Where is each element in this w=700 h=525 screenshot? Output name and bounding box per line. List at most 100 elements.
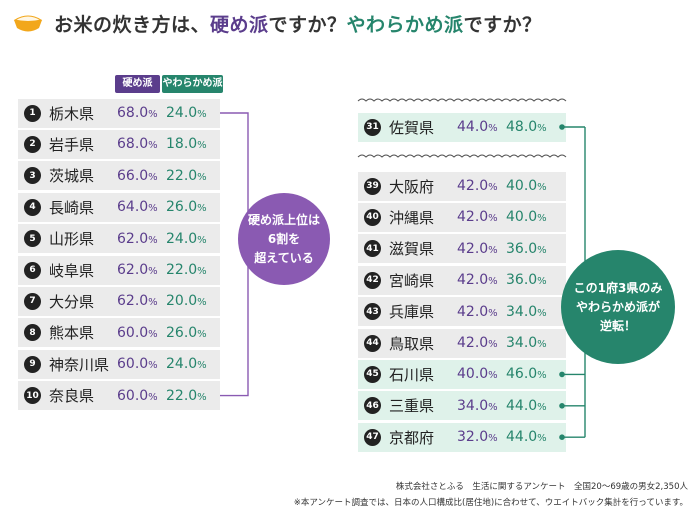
rank-badge: 45 <box>364 365 381 383</box>
table-row: 4 長崎県 64.0% 26.0% <box>18 192 220 222</box>
soft-value: 22.0% <box>166 262 215 278</box>
soft-number: 46.0 <box>506 366 538 383</box>
source-line-2: ※本アンケート調査では、日本の人口構成比(居住地)に合わせて、ウエイトバック集計… <box>293 498 688 508</box>
soft-number: 34.0 <box>506 335 538 351</box>
unit-label: % <box>488 339 498 350</box>
table-row: 3 茨城県 66.0% 22.0% <box>18 161 220 191</box>
hard-number: 40.0 <box>457 366 489 383</box>
unit-label: % <box>148 203 158 215</box>
prefecture-name: 熊本県 <box>49 324 95 343</box>
soft-value: 34.0% <box>506 304 555 320</box>
callout-soft: この1府3県のみ やわらかめ派が 逆転！ <box>561 250 675 364</box>
rank-badge: 31 <box>364 118 381 136</box>
table-row: 5 山形県 62.0% 24.0% <box>18 224 220 254</box>
rank-badge: 5 <box>24 230 41 248</box>
column-header-hard: 硬め派 <box>115 75 160 93</box>
unit-label: % <box>148 328 158 340</box>
soft-value: 24.0% <box>166 356 215 372</box>
soft-value: 40.0% <box>506 209 555 225</box>
soft-value: 36.0% <box>506 241 555 257</box>
unit-label: % <box>488 182 498 193</box>
hard-number: 42.0 <box>457 303 489 320</box>
unit-label: % <box>148 266 158 277</box>
hard-number: 66.0 <box>117 167 149 184</box>
soft-number: 22.0 <box>166 167 198 184</box>
prefecture-name: 栃木県 <box>49 104 95 123</box>
unit-label: % <box>197 360 207 372</box>
rice-bowl-icon <box>13 15 43 32</box>
wave-separator <box>357 154 567 158</box>
rank-badge: 10 <box>24 387 41 405</box>
unit-label: % <box>537 307 547 319</box>
unit-label: % <box>148 297 158 309</box>
callout-soft-line-2: やわらかめ派が <box>575 299 660 314</box>
soft-value: 44.0% <box>506 429 555 445</box>
unit-label: % <box>537 370 547 382</box>
table-row: 41 滋賀県 42.0% 36.0% <box>358 234 566 264</box>
unit-label: % <box>148 360 158 372</box>
soft-value: 22.0% <box>166 388 215 404</box>
table-row: 46 三重県 34.0% 44.0% <box>358 391 566 421</box>
hard-value: 62.0% <box>117 262 166 278</box>
prefecture-name: 京都府 <box>389 428 435 447</box>
soft-value: 20.0% <box>166 293 215 309</box>
unit-label: % <box>197 203 207 215</box>
table-row: 1 栃木県 68.0% 24.0% <box>18 98 220 128</box>
soft-number: 44.0 <box>506 397 538 414</box>
hard-value: 60.0% <box>117 325 166 341</box>
soft-value: 44.0% <box>506 398 555 414</box>
rank-badge: 43 <box>364 303 381 321</box>
prefecture-name: 滋賀県 <box>389 240 435 259</box>
prefecture-name: 石川県 <box>389 365 435 384</box>
hard-value: 60.0% <box>117 356 166 372</box>
rank-badge: 2 <box>24 135 41 153</box>
table-row: 47 京都府 32.0% 44.0% <box>358 422 566 452</box>
hard-number: 42.0 <box>457 272 489 289</box>
unit-label: % <box>537 339 547 350</box>
prefecture-name: 神奈川県 <box>49 355 110 374</box>
hard-number: 32.0 <box>457 429 489 446</box>
rank-badge: 8 <box>24 324 41 342</box>
table-row: 39 大阪府 42.0% 40.0% <box>358 171 566 201</box>
unit-label: % <box>148 140 158 152</box>
soft-number: 22.0 <box>166 387 198 404</box>
unit-label: % <box>197 234 207 246</box>
unit-label: % <box>148 109 158 120</box>
hard-value: 42.0% <box>457 241 506 257</box>
soft-number: 48.0 <box>506 119 538 135</box>
title-text: お米の炊き方は、硬め派ですか？やわらかめ派ですか？ <box>54 10 542 37</box>
soft-number: 24.0 <box>166 230 198 247</box>
unit-label: % <box>537 244 547 256</box>
hard-number: 60.0 <box>117 324 149 341</box>
soft-number: 20.0 <box>166 293 198 310</box>
prefecture-name: 茨城県 <box>49 167 95 186</box>
hard-value: 64.0% <box>117 199 166 215</box>
soft-value: 24.0% <box>166 105 215 121</box>
callout-soft-line-3: 逆転！ <box>599 318 636 333</box>
hard-number: 60.0 <box>117 387 149 404</box>
soft-number: 34.0 <box>506 303 538 320</box>
prefecture-name: 鳥取県 <box>389 334 435 353</box>
rank-badge: 40 <box>364 208 381 226</box>
table-row: 9 神奈川県 60.0% 24.0% <box>18 349 220 379</box>
rank-badge: 1 <box>24 104 41 122</box>
rank-badge: 44 <box>364 334 381 352</box>
unit-label: % <box>148 171 158 183</box>
hard-value: 66.0% <box>117 168 166 184</box>
title-part-3: ですか？ <box>268 13 347 36</box>
soft-number: 40.0 <box>506 178 538 194</box>
rank-badge: 4 <box>24 198 41 216</box>
rank-badge: 41 <box>364 240 381 258</box>
prefecture-name: 奈良県 <box>49 387 95 406</box>
table-row: 45 石川県 40.0% 46.0% <box>358 359 566 389</box>
table-row: 42 宮崎県 42.0% 36.0% <box>358 265 566 295</box>
soft-value: 24.0% <box>166 231 215 247</box>
hard-number: 60.0 <box>117 356 149 373</box>
unit-label: % <box>488 276 498 288</box>
connector-dot <box>559 124 565 130</box>
hard-value: 42.0% <box>457 209 506 225</box>
unit-label: % <box>197 266 207 277</box>
unit-label: % <box>488 213 498 225</box>
unit-label: % <box>197 109 207 120</box>
soft-value: 26.0% <box>166 325 215 341</box>
